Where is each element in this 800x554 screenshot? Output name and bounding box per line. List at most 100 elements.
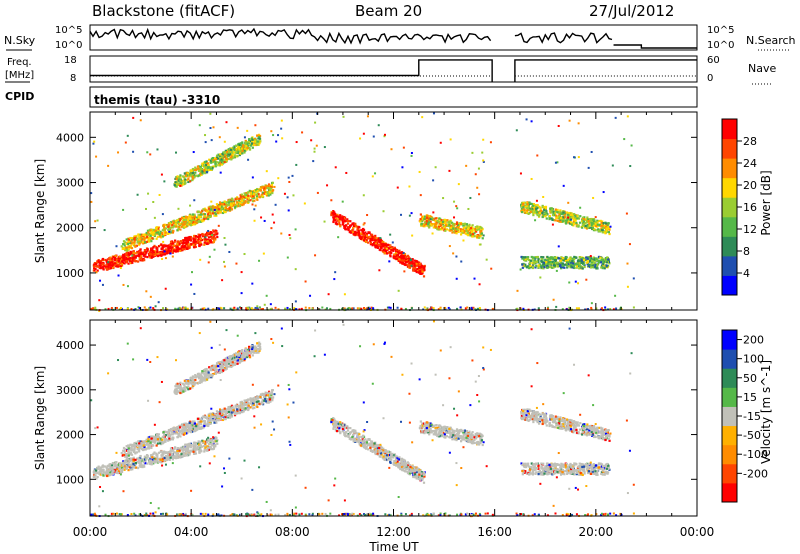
- velocity-pixel: [175, 455, 178, 458]
- power-pixel: [160, 243, 163, 246]
- power-pixel: [185, 237, 189, 240]
- power-pixel: [520, 308, 523, 311]
- freq-tick-bottom: 8: [70, 73, 76, 84]
- power-pixel: [535, 207, 538, 210]
- power-pixel: [537, 266, 540, 269]
- power-pixel: [576, 224, 579, 227]
- power-pixel: [247, 139, 251, 142]
- power-pixel: [410, 264, 413, 267]
- power-pixel: [133, 241, 136, 244]
- power-pixel: [396, 186, 399, 189]
- power-pixel: [411, 258, 414, 261]
- power-pixel: [298, 308, 301, 311]
- power-pixel: [204, 172, 207, 175]
- power-pixel: [174, 222, 177, 225]
- power-pixel: [245, 192, 248, 195]
- power-pixel: [224, 210, 227, 214]
- power-pixel: [521, 263, 524, 266]
- power-pixel: [459, 228, 462, 231]
- velocity-pixel: [203, 445, 206, 448]
- power-pixel: [247, 308, 250, 311]
- power-pixel: [230, 158, 233, 161]
- power-pixel: [587, 226, 590, 229]
- power-pixel: [192, 173, 195, 177]
- n-search-line: [613, 44, 697, 49]
- power-pixel: [600, 264, 604, 267]
- power-pixel: [466, 306, 469, 309]
- power-pixel: [456, 228, 459, 231]
- power-pixel: [408, 265, 412, 268]
- station-title: Blackstone (fitACF): [92, 2, 235, 20]
- power-pixel: [131, 242, 134, 245]
- power-pixel: [258, 137, 261, 140]
- power-pixel: [522, 202, 525, 206]
- power-pixel: [344, 224, 348, 227]
- power-pixel: [204, 167, 208, 170]
- power-pixel: [205, 169, 209, 172]
- power-pixel: [392, 248, 395, 251]
- velocity-pixel: [109, 465, 112, 468]
- power-pixel: [392, 249, 395, 252]
- power-pixel: [459, 233, 463, 236]
- power-pixel: [99, 260, 103, 263]
- power-pixel: [229, 203, 232, 206]
- power-pixel: [146, 235, 149, 239]
- power-pixel: [274, 203, 277, 206]
- power-pixel: [589, 256, 592, 259]
- power-pixel: [143, 240, 147, 244]
- power-pixel: [165, 227, 168, 230]
- power-pixel: [419, 272, 422, 275]
- power-pixel: [254, 139, 257, 142]
- frequency-line: [514, 59, 697, 82]
- power-pixel: [365, 307, 368, 310]
- power-pixel: [585, 219, 588, 222]
- power-pixel: [240, 196, 244, 200]
- power-pixel: [238, 197, 241, 200]
- power-pixel: [569, 256, 572, 259]
- noise-tick-bottom-left: 10^0: [55, 40, 82, 51]
- power-pixel: [125, 249, 128, 252]
- power-pixel: [341, 219, 344, 222]
- power-pixel: [192, 237, 195, 240]
- power-pixel: [204, 160, 207, 164]
- power-pixel: [239, 306, 242, 309]
- power-pixel: [232, 202, 235, 205]
- power-pixel: [210, 231, 213, 235]
- power-pixel: [212, 229, 215, 232]
- power-pixel: [542, 256, 545, 259]
- power-pixel: [139, 254, 143, 258]
- power-pixel: [368, 231, 371, 234]
- power-pixel: [219, 162, 222, 165]
- power-pixel: [556, 211, 559, 214]
- power-pixel: [205, 171, 208, 174]
- power-pixel: [527, 266, 530, 269]
- power-pixel: [198, 236, 201, 239]
- noise-panel: N.Sky 10^5 10^0 10^5 10^0 N.Search: [4, 24, 796, 51]
- power-pixel: [422, 267, 426, 270]
- power-pixel: [352, 222, 355, 225]
- power-pixel: [132, 253, 135, 256]
- power-pixel: [534, 261, 537, 264]
- power-pixel: [343, 220, 347, 223]
- power-pixel: [527, 212, 530, 216]
- power-pixel: [398, 258, 401, 261]
- velocity-pixel: [174, 457, 178, 460]
- power-pixel: [425, 220, 428, 223]
- power-pixel: [568, 281, 571, 284]
- power-pixel: [140, 252, 144, 256]
- power-pixel: [198, 244, 201, 248]
- power-pixel: [149, 229, 152, 232]
- power-pixel: [393, 257, 397, 260]
- power-pixel: [310, 139, 313, 142]
- power-pixel: [230, 151, 233, 154]
- power-pixel: [415, 264, 418, 267]
- power-pixel: [565, 263, 569, 267]
- power-pixel: [211, 236, 214, 240]
- power-pixel: [535, 199, 538, 202]
- power-pixel: [578, 261, 581, 265]
- power-pixel: [448, 308, 451, 311]
- power-pixel: [118, 255, 121, 258]
- power-pixel: [598, 223, 601, 227]
- power-pixel: [443, 221, 446, 224]
- power-pixel: [600, 221, 603, 224]
